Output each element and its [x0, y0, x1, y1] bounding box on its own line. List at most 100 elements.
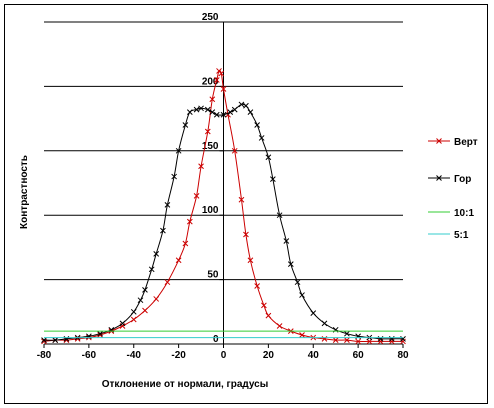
- data-point: [231, 147, 238, 154]
- tick-labels: -80 -60 -40 -20 0 20 40 60 80 0 50 100 150 200 250: [37, 12, 409, 361]
- data-point: [160, 227, 166, 234]
- data-point: [153, 296, 160, 302]
- data-point: [287, 261, 294, 267]
- data-point: [137, 297, 144, 304]
- data-point: [294, 279, 301, 286]
- data-point: [254, 283, 261, 289]
- data-point: [355, 338, 361, 345]
- data-point: [265, 154, 272, 161]
- legend-item: 5:1: [428, 230, 469, 241]
- data-point: [247, 257, 254, 264]
- data-point: [186, 109, 193, 116]
- axes: [44, 22, 403, 345]
- data-point: [227, 109, 234, 116]
- data-point: [198, 163, 204, 170]
- y-tick-label: 250: [202, 12, 219, 23]
- legend-label: Гор: [454, 174, 471, 185]
- data-point: [142, 307, 148, 314]
- data-point: [193, 193, 200, 199]
- data-point: [299, 332, 305, 338]
- data-point: [310, 310, 317, 316]
- data-point: [265, 312, 272, 319]
- data-point: [148, 266, 155, 273]
- data-point: [52, 337, 59, 343]
- x-tick-label: 40: [308, 350, 320, 361]
- data-point: [218, 70, 225, 77]
- data-point: [270, 176, 276, 182]
- data-point: [119, 320, 126, 327]
- data-point: [243, 231, 249, 238]
- data-point: [204, 106, 211, 113]
- y-tick-label: 200: [202, 76, 219, 87]
- data-point: [377, 338, 384, 345]
- x-tick-label: 60: [353, 350, 365, 361]
- legend-marker: [436, 138, 442, 144]
- data-point: [238, 196, 245, 203]
- data-point: [400, 338, 406, 345]
- data-point: [97, 330, 103, 337]
- data-point: [332, 337, 339, 343]
- data-point: [186, 218, 193, 225]
- legend-label: 10:1: [454, 208, 474, 219]
- data-point: [321, 320, 328, 327]
- legend-item: 10:1: [428, 208, 474, 219]
- data-point: [209, 109, 216, 116]
- legend-item: Верт: [428, 137, 478, 148]
- x-tick-label: -40: [127, 350, 142, 361]
- data-point: [213, 111, 220, 118]
- data-point: [220, 86, 227, 92]
- y-tick-label: 0: [213, 334, 219, 345]
- data-point: [258, 135, 265, 141]
- data-point: [142, 287, 148, 293]
- y-tick-label: 100: [202, 205, 219, 216]
- x-tick-label: -60: [82, 350, 97, 361]
- chart-svg: -80 -60 -40 -20 0 20 40 60 80 0 50 100 150 200 250 Вер…: [19, 12, 478, 390]
- legend: Верт Гор 10:1 5:1: [428, 137, 478, 241]
- data-point: [175, 147, 182, 154]
- data-point: [41, 337, 47, 343]
- legend-label: 5:1: [454, 230, 469, 241]
- y-axis-label: Контрастность: [19, 155, 30, 229]
- data-point: [182, 240, 189, 247]
- legend-marker: [436, 175, 442, 181]
- data-point: [204, 128, 211, 135]
- data-point: [182, 122, 189, 128]
- data-point: [209, 96, 216, 103]
- x-tick-label: -20: [171, 350, 186, 361]
- y-tick-label: 150: [202, 141, 219, 152]
- legend-label: Верт: [454, 137, 478, 148]
- data-point: [243, 102, 249, 109]
- data-point: [198, 105, 204, 112]
- data-point: [344, 330, 350, 337]
- data-point: [213, 77, 220, 83]
- data-point: [220, 111, 227, 118]
- data-point: [283, 238, 290, 244]
- data-point: [238, 101, 245, 108]
- data-point: [164, 202, 171, 208]
- x-tick-label: 80: [397, 350, 409, 361]
- data-point: [231, 106, 238, 113]
- data-point: [276, 212, 283, 219]
- data-point: [130, 308, 137, 315]
- x-tick-label: 0: [221, 350, 227, 361]
- data-point: [276, 323, 283, 329]
- data-point: [175, 257, 182, 264]
- x-tick-label: 20: [263, 350, 275, 361]
- chart-frame: -80 -60 -40 -20 0 20 40 60 80 0 50 100 150 200 250 Вер…: [4, 4, 488, 404]
- data-point: [299, 292, 305, 298]
- series-lines: [41, 68, 406, 345]
- x-tick-label: -80: [37, 350, 52, 361]
- data-point: [388, 338, 395, 345]
- data-point: [164, 279, 171, 286]
- data-point: [261, 302, 267, 309]
- data-point: [193, 106, 200, 113]
- legend-item: Гор: [428, 174, 471, 185]
- data-point: [247, 109, 254, 116]
- data-point: [130, 316, 137, 323]
- data-point: [153, 250, 160, 257]
- data-point: [254, 122, 261, 128]
- x-axis-label: Отклонение от нормали, градусы: [102, 379, 269, 390]
- data-point: [171, 173, 177, 180]
- y-tick-label: 50: [207, 270, 219, 281]
- data-point: [344, 337, 350, 343]
